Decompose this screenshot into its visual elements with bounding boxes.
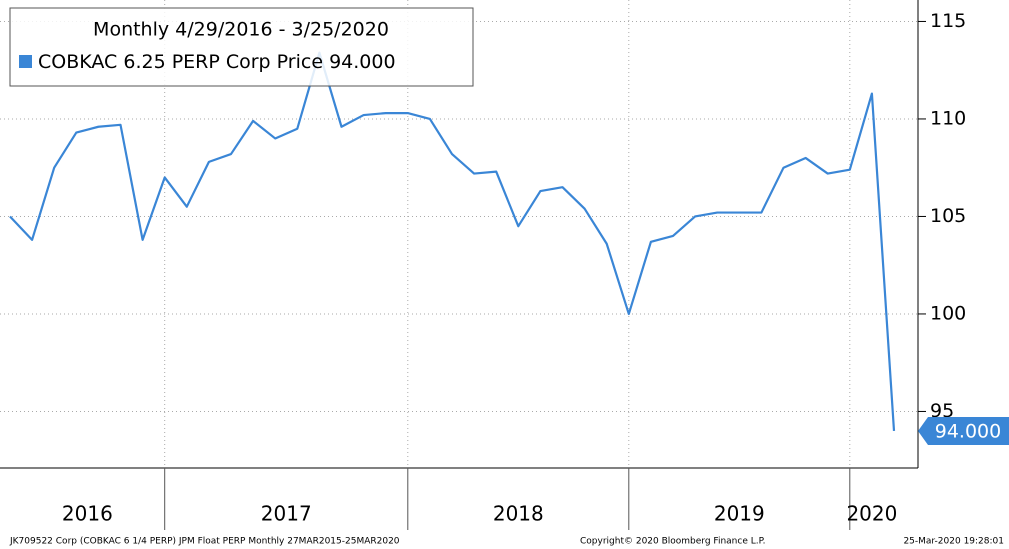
- legend-box: [9, 7, 474, 87]
- y-tick-label: 110: [930, 107, 966, 129]
- chart-title: Monthly 4/29/2016 - 3/25/2020: [93, 19, 389, 41]
- footer-left: JK709522 Corp (COBKAC 6 1/4 PERP) JPM Fl…: [9, 537, 400, 547]
- last-value-tag: [918, 416, 1009, 445]
- x-year-label: 2016: [62, 502, 113, 526]
- x-year-label: 2017: [261, 502, 312, 526]
- footer-mid: Copyright© 2020 Bloomberg Finance L.P.: [580, 537, 765, 547]
- legend-label: COBKAC 6.25 PERP Corp Price 94.000: [38, 51, 396, 73]
- legend-value: 94.000: [329, 51, 395, 73]
- x-year-label: 2018: [493, 502, 544, 526]
- legend-swatch: [19, 55, 32, 68]
- last-value-label: 94.000: [935, 420, 1001, 442]
- y-tick-label: 115: [930, 10, 966, 32]
- series-line: [9, 51, 896, 432]
- y-tick-label: 105: [930, 205, 966, 227]
- x-year-label: 2020: [846, 502, 897, 526]
- footer-right: 25-Mar-2020 19:28:01: [903, 537, 1004, 547]
- legend-name: COBKAC 6.25 PERP Corp Price: [38, 51, 323, 73]
- x-year-label: 2019: [714, 502, 765, 526]
- y-tick-label: 100: [930, 302, 966, 324]
- y-tick-label: 95: [930, 400, 954, 422]
